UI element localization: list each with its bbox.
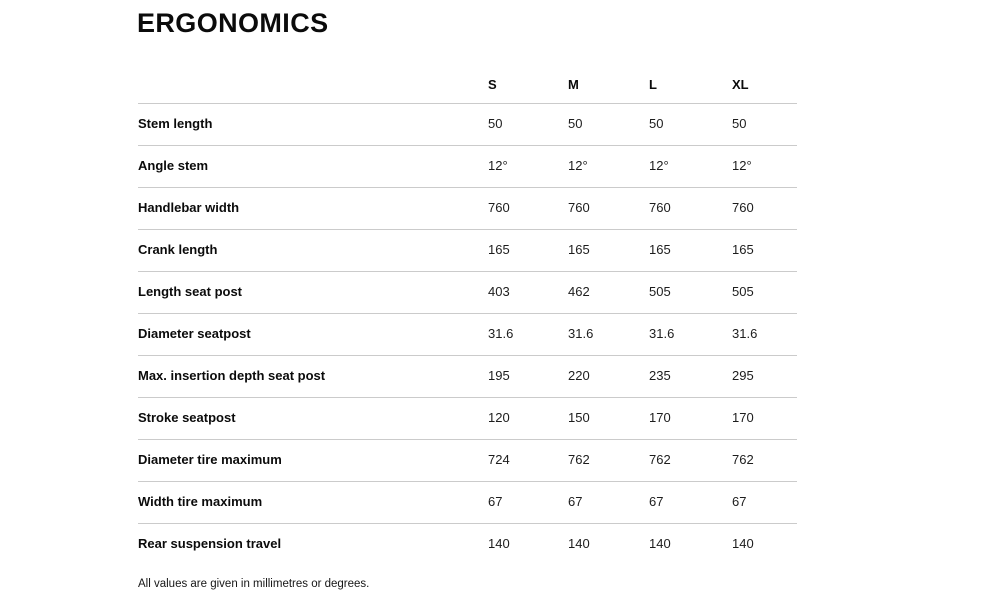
cell-value-s: 140 (488, 536, 510, 552)
cell-value-l: 235 (649, 368, 671, 383)
cell-value-s: 67 (488, 494, 503, 509)
cell-value-l: 12° (649, 158, 669, 173)
units-footnote: All values are given in millimetres or d… (138, 578, 370, 590)
cell-value-l: 31.6 (649, 326, 675, 341)
cell-value-l: 760 (649, 200, 671, 215)
cell-value-l: 140 (649, 536, 671, 552)
cell-value-s: 165 (488, 242, 510, 257)
row-label: Crank length (138, 242, 218, 257)
table-row-diameter-seatpost: Diameter seatpost 31.6 31.6 31.6 31.6 (138, 313, 797, 355)
table-row-max-insertion-depth: Max. insertion depth seat post 195 220 2… (138, 355, 797, 397)
cell-value-l: 505 (649, 284, 671, 299)
page-title: ERGONOMICS (137, 8, 329, 38)
cell-value-m: 67 (568, 494, 583, 509)
cell-value-xl: 67 (732, 494, 747, 509)
cell-value-xl: 140 (732, 536, 754, 552)
cell-value-s: 724 (488, 452, 510, 467)
row-label: Stroke seatpost (138, 410, 236, 425)
cell-value-s: 50 (488, 116, 503, 131)
size-header-row: S M L XL (138, 68, 797, 103)
cell-value-m: 462 (568, 284, 590, 299)
cell-value-m: 762 (568, 452, 590, 467)
table-row-length-seat-post: Length seat post 403 462 505 505 (138, 271, 797, 313)
cell-value-m: 12° (568, 158, 588, 173)
cell-value-xl: 762 (732, 452, 754, 467)
row-label: Width tire maximum (138, 494, 263, 509)
cell-value-m: 220 (568, 368, 590, 383)
cell-value-xl: 12° (732, 158, 752, 173)
cell-value-xl: 165 (732, 242, 754, 257)
cell-value-m: 50 (568, 116, 583, 131)
table-row-crank-length: Crank length 165 165 165 165 (138, 229, 797, 271)
cell-value-l: 50 (649, 116, 664, 131)
size-header-m: M (568, 77, 579, 93)
cell-value-s: 760 (488, 200, 510, 215)
table-row-stem-length: Stem length 50 50 50 50 (138, 103, 797, 145)
cell-value-xl: 760 (732, 200, 754, 215)
cell-value-xl: 295 (732, 368, 754, 383)
row-label: Diameter seatpost (138, 326, 251, 341)
cell-value-m: 31.6 (568, 326, 594, 341)
cell-value-m: 150 (568, 410, 590, 425)
cell-value-xl: 170 (732, 410, 754, 425)
cell-value-xl: 505 (732, 284, 754, 299)
row-label: Stem length (138, 116, 213, 131)
row-label: Max. insertion depth seat post (138, 368, 326, 383)
row-label: Length seat post (138, 284, 243, 299)
row-label: Diameter tire maximum (138, 452, 282, 467)
cell-value-s: 31.6 (488, 326, 514, 341)
table-row-handlebar-width: Handlebar width 760 760 760 760 (138, 187, 797, 229)
cell-value-l: 762 (649, 452, 671, 467)
cell-value-m: 760 (568, 200, 590, 215)
cell-value-s: 120 (488, 410, 510, 425)
cell-value-l: 67 (649, 494, 664, 509)
cell-value-s: 12° (488, 158, 508, 173)
table-row-angle-stem: Angle stem 12° 12° 12° 12° (138, 145, 797, 187)
size-header-xl: XL (732, 77, 749, 93)
size-header-l: L (649, 77, 657, 93)
row-label: Handlebar width (138, 200, 240, 215)
cell-value-xl: 50 (732, 116, 747, 131)
cell-value-s: 195 (488, 368, 510, 383)
size-header-s: S (488, 77, 497, 93)
cell-value-m: 165 (568, 242, 590, 257)
table-row-diameter-tire-maximum: Diameter tire maximum 724 762 762 762 (138, 439, 797, 481)
cell-value-xl: 31.6 (732, 326, 758, 341)
ergonomics-table: S M L XL Stem length 50 50 50 50 Angle s… (138, 68, 797, 565)
cell-value-l: 170 (649, 410, 671, 425)
row-label: Angle stem (138, 158, 209, 173)
cell-value-m: 140 (568, 536, 590, 552)
table-row-stroke-seatpost: Stroke seatpost 120 150 170 170 (138, 397, 797, 439)
row-label: Rear suspension travel (138, 536, 282, 552)
table-row-rear-suspension-travel: Rear suspension travel 140 140 140 140 (138, 523, 797, 565)
size-header-spacer (138, 68, 488, 103)
cell-value-s: 403 (488, 284, 510, 299)
cell-value-l: 165 (649, 242, 671, 257)
table-row-width-tire-maximum: Width tire maximum 67 67 67 67 (138, 481, 797, 523)
